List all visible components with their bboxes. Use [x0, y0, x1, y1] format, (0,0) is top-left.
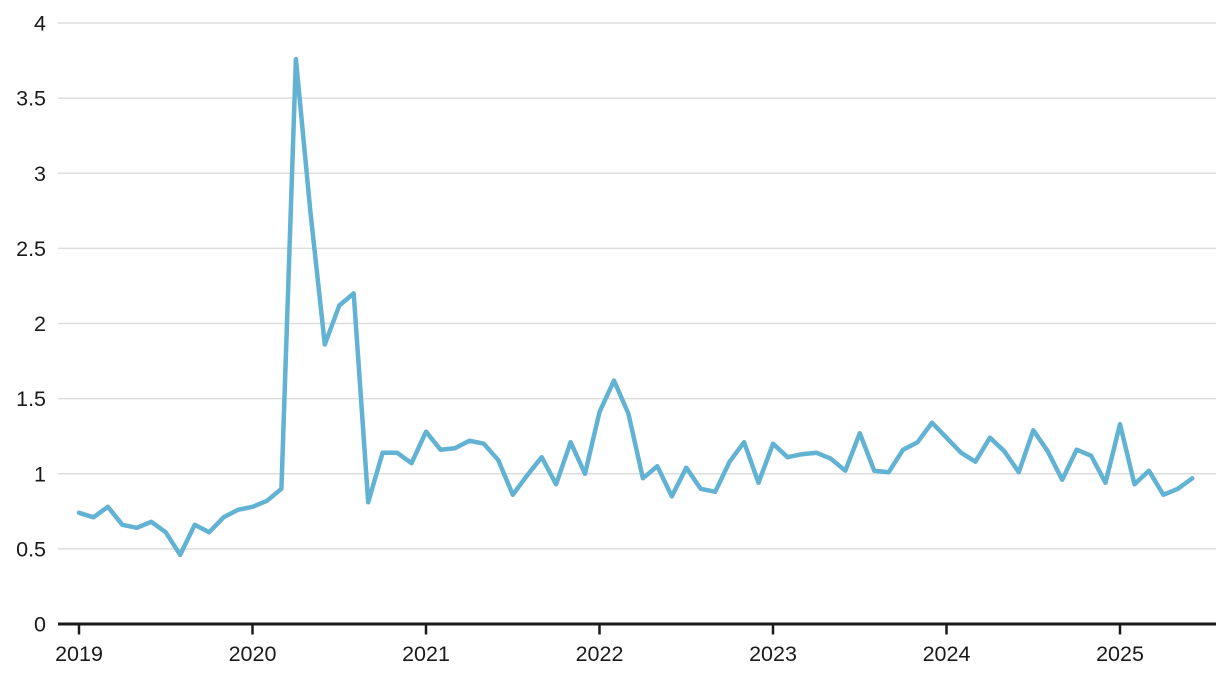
x-axis-tick-label: 2021	[402, 642, 450, 666]
y-axis-tick-label: 2	[34, 312, 46, 336]
y-axis-tick-label: 3.5	[16, 87, 46, 111]
x-axis-tick-label: 2025	[1096, 642, 1144, 666]
x-axis-tick-label: 2019	[55, 642, 103, 666]
x-axis-tick-label: 2024	[923, 642, 971, 666]
y-axis-tick-label: 1	[34, 462, 46, 486]
y-axis-tick-label: 2.5	[16, 237, 46, 261]
x-axis-tick-label: 2023	[749, 642, 797, 666]
x-axis-tick-label: 2022	[576, 642, 624, 666]
y-axis-tick-label: 1.5	[16, 387, 46, 411]
data-line-series	[76, 56, 1195, 558]
x-axis-tick-label: 2020	[229, 642, 277, 666]
y-axis-tick-label: 3	[34, 162, 46, 186]
y-axis-tick-label: 0.5	[16, 537, 46, 561]
y-axis-tick-label: 0	[34, 613, 46, 637]
y-axis-tick-label: 4	[34, 12, 46, 36]
